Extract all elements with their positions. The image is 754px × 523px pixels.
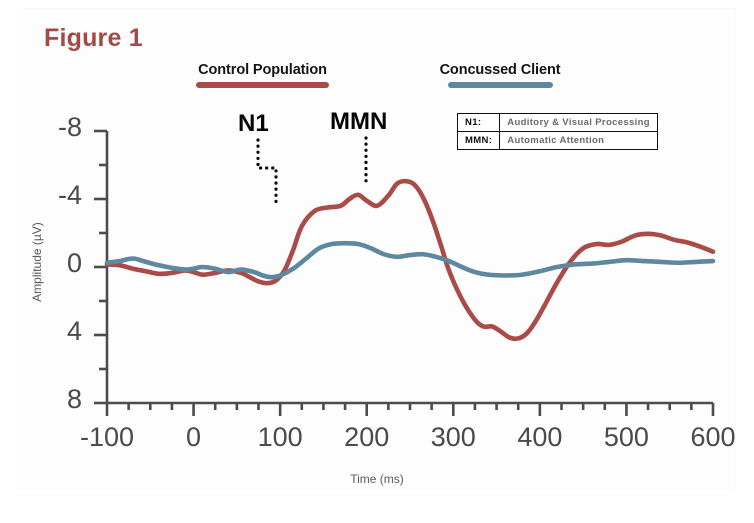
x-axis-tick-label: 500 bbox=[603, 422, 649, 452]
x-axis-tick-label: -100 bbox=[79, 422, 135, 452]
legend-label-control-population: Control Population bbox=[198, 62, 327, 78]
x-axis-tick-label: 600 bbox=[690, 422, 736, 452]
y-axis-tick-label: 4 bbox=[66, 316, 82, 346]
legend-item-concussed-client: Concussed Client bbox=[420, 62, 580, 88]
series-line-concussed-client bbox=[104, 240, 716, 280]
annotation-leader-n1 bbox=[256, 138, 278, 205]
legend-swatch-concussed-client bbox=[447, 82, 553, 88]
definition-table: N1: Auditory & Visual Processing MMN: Au… bbox=[456, 113, 658, 150]
x-axis-tick-label: 100 bbox=[257, 422, 303, 452]
legend-item-control-population: Control Population bbox=[175, 62, 350, 88]
figure-title: Figure 1 bbox=[44, 24, 143, 52]
table-row: MMN: Automatic Attention bbox=[456, 131, 658, 150]
y-axis-tick-label: 8 bbox=[66, 384, 82, 414]
annotation-label-n1: N1 bbox=[238, 110, 269, 137]
x-axis-label: Time (ms) bbox=[350, 472, 404, 486]
legend-label-concussed-client: Concussed Client bbox=[439, 62, 561, 78]
legend-swatch-control-population bbox=[196, 82, 329, 88]
y-axis-tick-label: -8 bbox=[57, 112, 82, 142]
x-axis-tick-label: 0 bbox=[186, 422, 202, 452]
y-axis-tick-label: 0 bbox=[66, 248, 82, 278]
definition-term-mmn: MMN: bbox=[456, 131, 501, 150]
x-axis-tick-label: 300 bbox=[430, 422, 476, 452]
y-axis-tick-label: -4 bbox=[57, 180, 82, 210]
x-axis-tick-label: 400 bbox=[517, 422, 563, 452]
definition-description-mmn: Automatic Attention bbox=[499, 131, 658, 150]
annotation-label-mmn: MMN bbox=[330, 108, 388, 135]
x-axis-tick-label: 200 bbox=[344, 422, 390, 452]
